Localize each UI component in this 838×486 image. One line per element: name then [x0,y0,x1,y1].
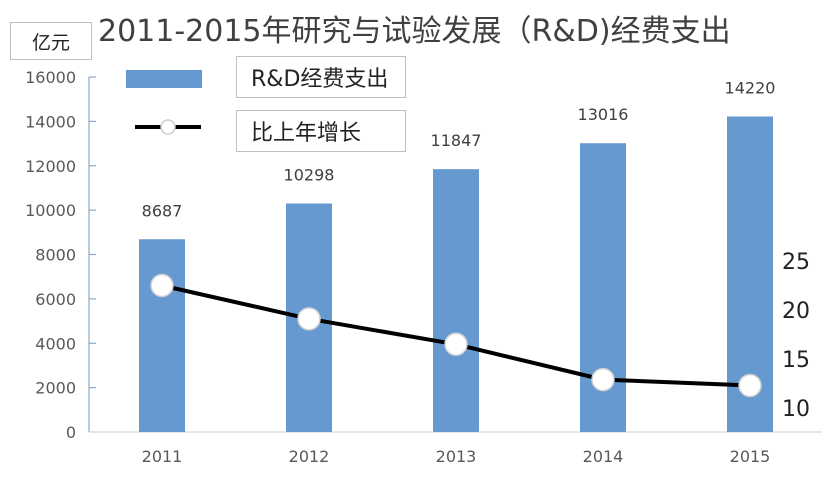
legend-label-bar: R&D经费支出 [236,56,406,98]
chart-title: 2011-2015年研究与试验发展（R&D)经费支出 [98,14,731,49]
data-label: 14220 [725,78,776,97]
y-tick-label: 14000 [25,112,76,131]
legend-label-line: 比上年增长 [236,110,406,152]
y-tick-label: 6000 [35,290,76,309]
y-tick-label: 8000 [35,246,76,265]
growth-marker [297,307,321,331]
y-right-tick-label: 20 [782,299,810,324]
growth-marker [738,373,762,398]
legend-swatch-marker [160,119,176,135]
data-label: 11847 [431,131,482,150]
legend-swatch-bar [126,70,202,88]
y-tick-label: 10000 [25,201,76,220]
y-axis-unit-label: 亿元 [10,22,92,60]
data-label: 10298 [284,166,335,185]
data-label: 8687 [142,201,183,220]
y-tick-label: 4000 [35,334,76,353]
growth-marker [444,332,468,357]
y-right-tick-label: 10 [782,397,810,422]
y-tick-label: 12000 [25,157,76,176]
growth-marker [150,273,174,298]
x-tick-label: 2011 [142,447,183,466]
x-tick-label: 2013 [436,447,477,466]
y-tick-label: 2000 [35,379,76,398]
data-label: 13016 [578,105,629,124]
bar-2011 [139,239,185,432]
x-tick-label: 2012 [289,447,330,466]
growth-marker [591,367,615,392]
y-tick-label: 0 [66,423,76,442]
y-right-tick-label: 25 [782,250,810,275]
x-tick-label: 2014 [583,447,624,466]
y-right-tick-label: 15 [782,348,810,373]
x-tick-label: 2015 [730,447,771,466]
y-tick-label: 16000 [25,68,76,87]
bar-2013 [433,169,479,432]
